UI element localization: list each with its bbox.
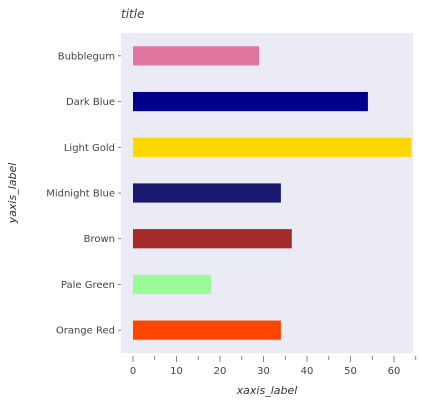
bars-group xyxy=(133,46,412,340)
x-tick-label: 50 xyxy=(344,366,357,377)
x-axis-title: xaxis_label xyxy=(236,384,298,397)
y-tick-label: Light Gold xyxy=(64,143,115,154)
x-tick-label: 0 xyxy=(130,366,136,377)
x-tick-label: 20 xyxy=(214,366,227,377)
bar-pale-green xyxy=(133,274,212,295)
y-tick-label: Midnight Blue xyxy=(46,189,115,200)
x-tick-label: 40 xyxy=(301,366,314,377)
y-tick-labels: Orange Red Pale Green Brown Midnight Blue Li… xyxy=(46,51,121,337)
y-tick-label: Bubblegum xyxy=(58,51,115,62)
bar-brown xyxy=(133,229,292,249)
y-tick-label: Brown xyxy=(84,234,115,245)
bar-bubblegum xyxy=(133,46,260,66)
y-tick-label: Dark Blue xyxy=(66,97,115,108)
y-axis-title: yaxis_label xyxy=(6,163,19,225)
bar-midnight-blue xyxy=(133,183,281,203)
x-ticks-group: 0 10 20 30 40 50 60 xyxy=(130,356,417,377)
x-tick-label: 30 xyxy=(257,366,270,377)
y-tick-label: Pale Green xyxy=(61,280,115,291)
bar-orange-red xyxy=(133,320,281,340)
bar-dark-blue xyxy=(133,91,368,112)
chart-title: title xyxy=(121,7,144,21)
bar-light-gold xyxy=(133,137,412,157)
x-tick-label: 60 xyxy=(388,366,401,377)
y-tick-label: Orange Red xyxy=(56,326,115,337)
x-tick-label: 10 xyxy=(170,366,183,377)
